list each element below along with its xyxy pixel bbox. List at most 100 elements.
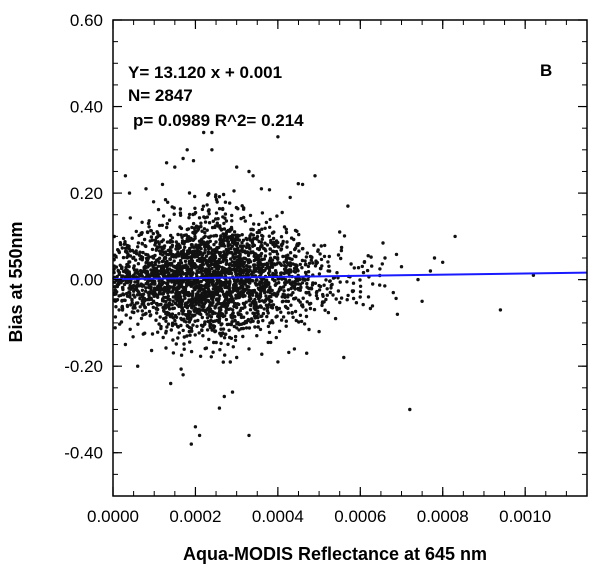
data-point — [258, 304, 263, 308]
data-point — [247, 326, 252, 330]
data-point — [225, 290, 229, 294]
data-point — [140, 220, 144, 224]
data-point — [185, 227, 189, 232]
data-point — [113, 326, 117, 330]
data-point — [269, 258, 274, 262]
data-point — [368, 306, 373, 311]
data-point — [128, 327, 132, 331]
data-point — [182, 242, 186, 246]
regression-line — [112, 271, 588, 281]
data-point — [185, 334, 189, 338]
data-point — [164, 312, 168, 316]
data-point — [198, 293, 202, 297]
data-point — [199, 299, 203, 304]
data-point — [125, 291, 129, 296]
data-point — [151, 200, 156, 204]
data-point — [199, 323, 204, 327]
data-point — [114, 254, 118, 259]
data-point — [312, 307, 317, 312]
data-point — [230, 312, 235, 316]
data-point — [221, 267, 225, 271]
data-point — [230, 213, 234, 218]
data-point — [338, 280, 342, 284]
data-point — [221, 327, 226, 331]
data-point — [218, 224, 222, 228]
data-point — [140, 309, 144, 313]
data-point — [288, 261, 292, 265]
data-point — [271, 277, 275, 281]
data-point — [145, 230, 150, 234]
data-point — [223, 212, 228, 216]
data-point — [186, 236, 191, 240]
data-point — [269, 261, 273, 266]
data-point — [262, 246, 266, 251]
data-point — [193, 285, 198, 289]
data-point — [230, 244, 234, 248]
data-point — [349, 262, 353, 266]
data-point — [267, 188, 272, 192]
data-point — [210, 328, 214, 332]
data-point — [172, 212, 176, 216]
data-point — [207, 244, 211, 249]
data-point — [228, 307, 233, 311]
data-point — [177, 298, 182, 302]
data-point — [282, 267, 287, 271]
data-point — [264, 249, 268, 253]
data-point — [173, 318, 177, 323]
data-point — [146, 302, 151, 306]
data-point — [124, 313, 128, 317]
data-point — [259, 244, 263, 248]
data-point — [187, 259, 191, 264]
data-point — [241, 294, 245, 299]
data-point — [272, 240, 276, 244]
data-point — [178, 302, 182, 307]
data-point — [153, 281, 157, 286]
data-point — [241, 334, 245, 339]
data-point — [345, 298, 349, 302]
data-point — [157, 260, 161, 264]
data-point — [185, 268, 189, 272]
data-point — [292, 297, 297, 301]
data-point — [197, 270, 201, 274]
data-point — [320, 303, 324, 308]
data-point — [267, 302, 271, 307]
data-point — [203, 231, 207, 235]
data-point — [307, 290, 311, 294]
data-point — [230, 263, 234, 268]
data-point — [182, 294, 186, 298]
data-point — [165, 259, 169, 264]
data-point — [123, 246, 128, 250]
data-point — [292, 286, 297, 290]
panel-label: B — [540, 61, 552, 80]
data-point — [308, 306, 313, 311]
data-point — [123, 174, 128, 178]
data-point — [245, 244, 249, 248]
data-point — [226, 342, 230, 346]
data-point — [234, 205, 239, 210]
data-point — [308, 254, 313, 259]
data-point — [212, 242, 216, 247]
data-point — [131, 335, 135, 339]
data-point — [156, 231, 160, 235]
data-point — [163, 303, 168, 307]
data-point — [214, 234, 219, 238]
data-point — [194, 302, 198, 306]
data-point — [121, 269, 126, 274]
data-point — [140, 299, 144, 303]
data-point — [296, 182, 300, 186]
data-point — [239, 315, 244, 320]
data-point — [216, 297, 220, 301]
data-point — [144, 244, 148, 249]
data-point — [305, 300, 309, 304]
data-point — [252, 305, 256, 310]
data-point — [174, 240, 178, 244]
data-point — [229, 257, 233, 261]
data-point — [223, 252, 227, 257]
data-point — [186, 239, 190, 243]
data-point — [177, 331, 181, 335]
data-point — [165, 264, 169, 269]
data-point — [195, 310, 199, 315]
data-point — [253, 257, 258, 261]
data-point — [288, 195, 292, 200]
data-point — [161, 335, 165, 340]
